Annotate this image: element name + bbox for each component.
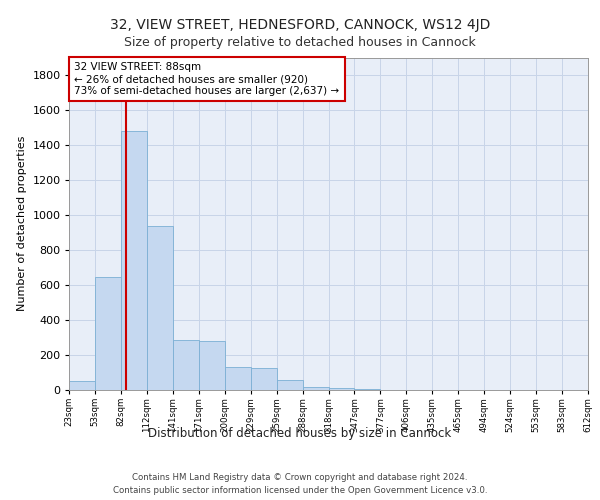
- Text: 32 VIEW STREET: 88sqm
← 26% of detached houses are smaller (920)
73% of semi-det: 32 VIEW STREET: 88sqm ← 26% of detached …: [74, 62, 340, 96]
- Bar: [355, 389, 380, 390]
- Bar: [147, 226, 173, 390]
- Bar: [277, 380, 302, 390]
- Bar: [95, 277, 121, 390]
- Bar: [225, 367, 251, 390]
- Bar: [69, 381, 95, 390]
- Bar: [251, 368, 277, 390]
- Text: 32, VIEW STREET, HEDNESFORD, CANNOCK, WS12 4JD: 32, VIEW STREET, HEDNESFORD, CANNOCK, WS…: [110, 18, 490, 32]
- Bar: [302, 386, 329, 390]
- Bar: [121, 131, 147, 390]
- Text: Distribution of detached houses by size in Cannock: Distribution of detached houses by size …: [148, 428, 452, 440]
- Text: Contains HM Land Registry data © Crown copyright and database right 2024.
Contai: Contains HM Land Registry data © Crown c…: [113, 474, 487, 495]
- Bar: [173, 340, 199, 390]
- Bar: [199, 341, 224, 390]
- Text: Size of property relative to detached houses in Cannock: Size of property relative to detached ho…: [124, 36, 476, 49]
- Y-axis label: Number of detached properties: Number of detached properties: [17, 136, 27, 312]
- Bar: [329, 388, 355, 390]
